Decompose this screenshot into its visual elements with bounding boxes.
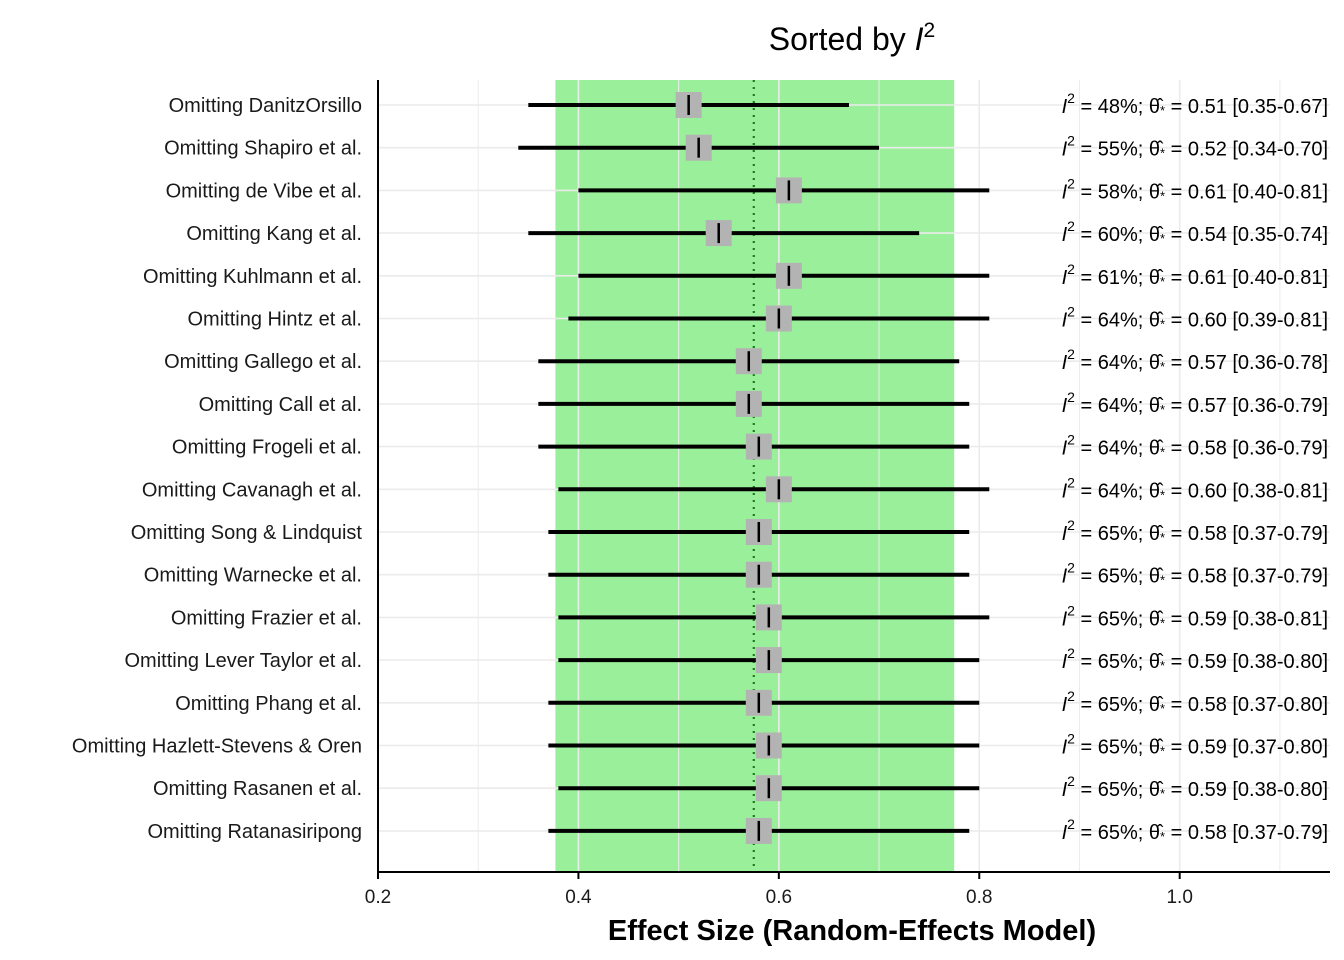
x-tick-label: 0.2 bbox=[365, 887, 391, 908]
x-axis-label: Effect Size (Random-Effects Model) bbox=[608, 915, 1096, 947]
x-tick-label: 0.8 bbox=[966, 887, 992, 908]
x-tick-label: 0.4 bbox=[565, 887, 592, 908]
row-label: Omitting Hazlett-Stevens & Oren bbox=[72, 736, 362, 758]
row-annotation: I2 = 64%; θ̂* = 0.58 [0.36-0.79] bbox=[1062, 432, 1328, 460]
row-annotation: I2 = 65%; θ̂* = 0.58 [0.37-0.80] bbox=[1062, 688, 1328, 716]
title-prefix: Sorted by bbox=[769, 21, 915, 57]
row-annotation: I2 = 64%; θ̂* = 0.57 [0.36-0.78] bbox=[1062, 346, 1328, 374]
row-label: Omitting Kang et al. bbox=[186, 223, 362, 245]
chart-title: Sorted by I2 bbox=[769, 19, 935, 57]
title-var: I bbox=[915, 21, 924, 57]
row-annotation: I2 = 64%; θ̂* = 0.60 [0.38-0.81] bbox=[1062, 474, 1328, 502]
row-label: Omitting Shapiro et al. bbox=[164, 138, 362, 160]
row-label: Omitting Lever Taylor et al. bbox=[124, 650, 362, 672]
row-label: Omitting de Vibe et al. bbox=[166, 180, 362, 202]
row-annotation: I2 = 65%; θ̂* = 0.59 [0.38-0.80] bbox=[1062, 773, 1328, 801]
row-annotation: I2 = 65%; θ̂* = 0.58 [0.37-0.79] bbox=[1062, 517, 1328, 545]
row-label: Omitting DanitzOrsillo bbox=[169, 95, 362, 117]
row-label: Omitting Rasanen et al. bbox=[153, 778, 362, 800]
row-label: Omitting Frogeli et al. bbox=[172, 437, 362, 459]
row-label: Omitting Call et al. bbox=[199, 394, 362, 416]
row-label: Omitting Cavanagh et al. bbox=[142, 479, 362, 501]
row-annotation: I2 = 58%; θ̂* = 0.61 [0.40-0.81] bbox=[1062, 175, 1328, 203]
x-axis: 0.2 0.4 0.6 0.8 1.0 bbox=[365, 80, 1330, 908]
row-annotation: I2 = 64%; θ̂* = 0.57 [0.36-0.79] bbox=[1062, 389, 1328, 417]
row-label: Omitting Frazier et al. bbox=[171, 607, 362, 629]
x-tick-label: 1.0 bbox=[1166, 887, 1192, 908]
row-label: Omitting Song & Lindquist bbox=[131, 522, 363, 544]
row-annotation: I2 = 64%; θ̂* = 0.60 [0.39-0.81] bbox=[1062, 304, 1328, 332]
row-annotation: I2 = 65%; θ̂* = 0.59 [0.38-0.80] bbox=[1062, 645, 1328, 673]
row-label: Omitting Warnecke et al. bbox=[144, 565, 362, 587]
title-sup: 2 bbox=[924, 19, 936, 42]
x-tick-label: 0.6 bbox=[766, 887, 792, 908]
row-label: Omitting Phang et al. bbox=[175, 693, 362, 715]
row-annotation: I2 = 65%; θ̂* = 0.58 [0.37-0.79] bbox=[1062, 560, 1328, 588]
row-label: Omitting Gallego et al. bbox=[164, 351, 362, 373]
rows-layer: Omitting DanitzOrsillo I2 = 48%; θ̂* = 0.… bbox=[72, 90, 1328, 844]
row-label: Omitting Kuhlmann et al. bbox=[143, 266, 362, 288]
row-label: Omitting Ratanasiripong bbox=[147, 821, 362, 843]
row-annotation: I2 = 65%; θ̂* = 0.59 [0.38-0.81] bbox=[1062, 602, 1328, 630]
row-annotation: I2 = 55%; θ̂* = 0.52 [0.34-0.70] bbox=[1062, 133, 1328, 161]
row-annotation: I2 = 48%; θ̂* = 0.51 [0.35-0.67] bbox=[1062, 90, 1328, 118]
row-annotation: I2 = 60%; θ̂* = 0.54 [0.35-0.74] bbox=[1062, 218, 1328, 246]
row-label: Omitting Hintz et al. bbox=[187, 309, 362, 331]
row-annotation: I2 = 65%; θ̂* = 0.58 [0.37-0.79] bbox=[1062, 816, 1328, 844]
row-annotation: I2 = 65%; θ̂* = 0.59 [0.37-0.80] bbox=[1062, 731, 1328, 759]
row-annotation: I2 = 61%; θ̂* = 0.61 [0.40-0.81] bbox=[1062, 261, 1328, 289]
